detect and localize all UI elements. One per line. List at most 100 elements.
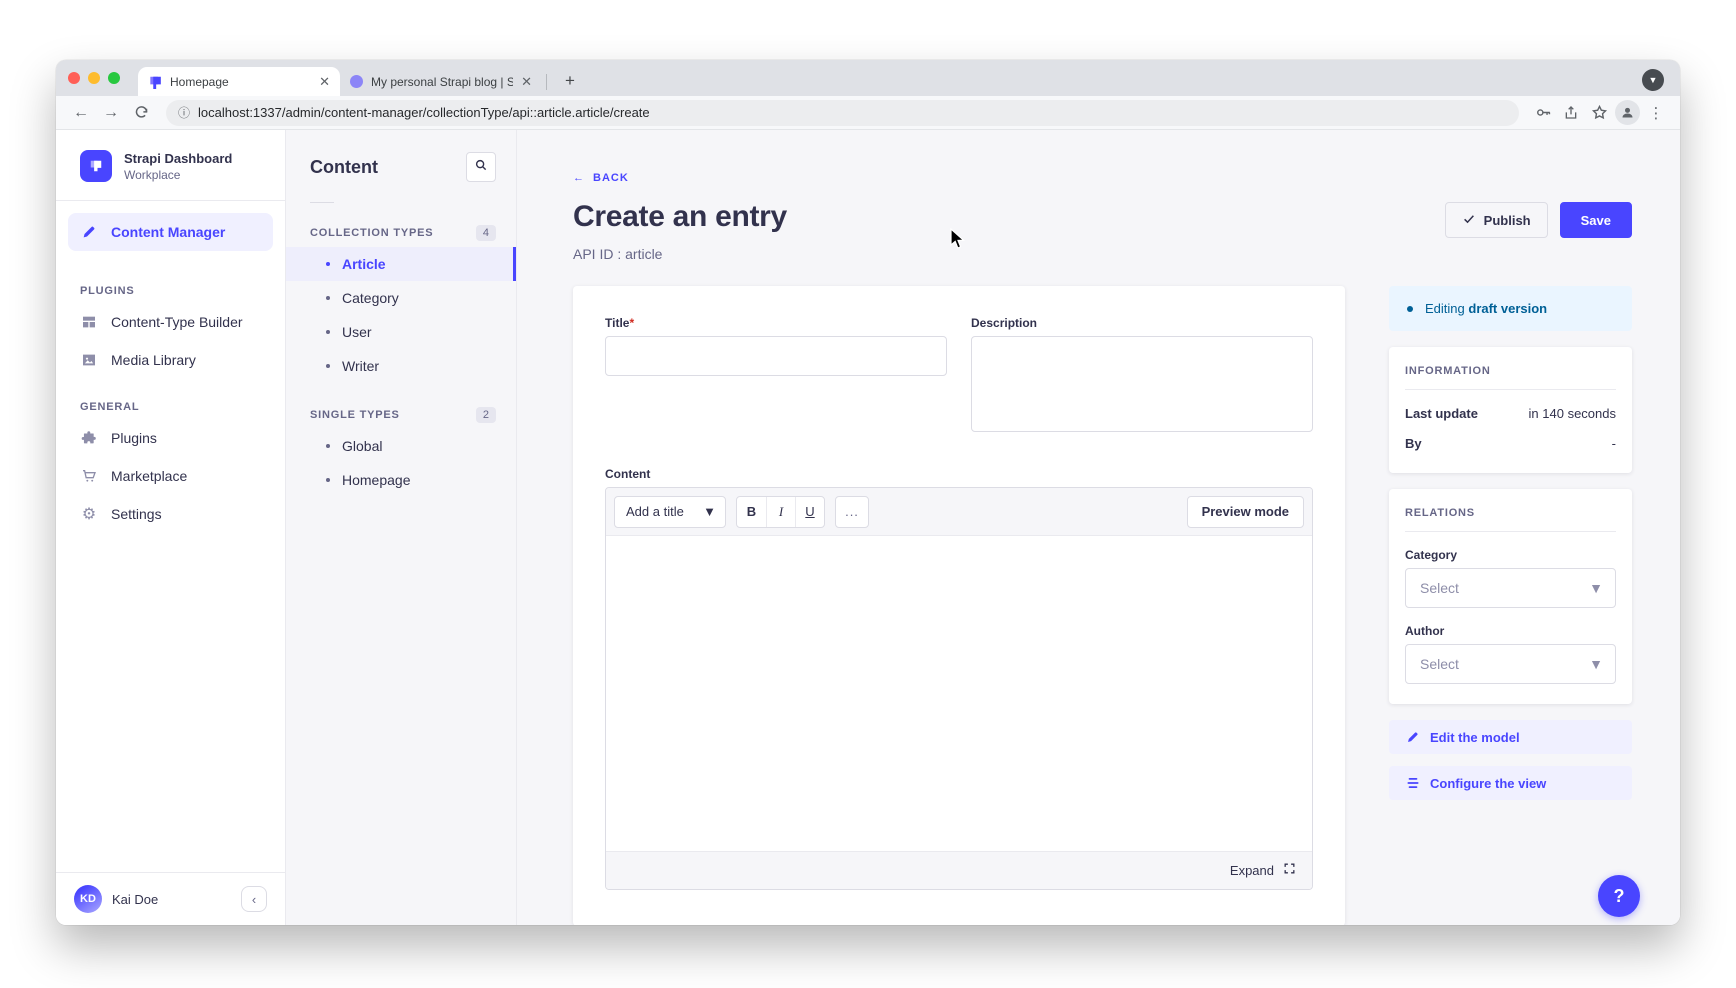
reload-icon[interactable] <box>128 100 154 126</box>
sidebar-item-label: Content-Type Builder <box>111 314 243 330</box>
subnav-item-user[interactable]: User <box>286 315 516 349</box>
save-button[interactable]: Save <box>1559 202 1632 238</box>
italic-button[interactable]: I <box>766 496 795 527</box>
bold-button[interactable]: B <box>746 504 757 519</box>
close-icon[interactable]: ✕ <box>319 74 330 89</box>
page-title: Create an entry <box>573 200 787 233</box>
subnav-title: Content <box>310 156 378 177</box>
tab-title: My personal Strapi blog | Strap <box>371 74 514 89</box>
preview-mode-button[interactable]: Preview mode <box>1186 495 1304 528</box>
user-avatar[interactable]: KD <box>74 885 102 913</box>
picture-icon <box>80 351 98 369</box>
sidebar-item-marketplace[interactable]: Marketplace <box>56 457 285 495</box>
sidebar-item-media-library[interactable]: Media Library <box>56 341 285 379</box>
expand-icon[interactable] <box>1283 862 1296 880</box>
subnav-item-label: Category <box>342 290 399 306</box>
heading-select[interactable]: Add a title ▼ <box>614 495 726 528</box>
puzzle-icon <box>80 429 98 447</box>
subnav-item-global[interactable]: Global <box>286 429 516 463</box>
bookmark-star-icon[interactable] <box>1587 101 1611 125</box>
site-info-icon[interactable]: ⓘ <box>178 106 191 120</box>
collection-types-count: 4 <box>475 225 496 241</box>
configure-the-view-button[interactable]: Configure the view <box>1389 766 1632 800</box>
zoom-window-button[interactable] <box>108 72 120 84</box>
sidebar-item-label: Content Manager <box>111 224 226 240</box>
required-asterisk: * <box>629 316 635 330</box>
profile-avatar-icon[interactable] <box>1615 100 1640 125</box>
sidebar-item-plugins[interactable]: Plugins <box>56 419 285 457</box>
share-icon[interactable] <box>1559 101 1583 125</box>
subnav-item-homepage[interactable]: Homepage <box>286 463 516 497</box>
new-tab-button[interactable]: + <box>565 71 575 90</box>
group-label-single-types: SINGLE TYPES <box>310 409 400 421</box>
traffic-lights <box>68 60 138 96</box>
sidebar-section-general: GENERAL <box>80 401 140 413</box>
editor-footer: Expand <box>606 851 1312 889</box>
description-textarea[interactable] <box>971 336 1313 432</box>
more-formatting-button[interactable]: ... <box>835 495 869 528</box>
browser-window: Homepage ✕ My personal Strapi blog | Str… <box>56 60 1680 925</box>
back-link[interactable]: ← BACK <box>573 172 629 184</box>
richtext-editor: Add a title ▼ B I U ... Prev <box>605 487 1313 890</box>
edit-the-model-button[interactable]: Edit the model <box>1389 720 1632 754</box>
content-label: Content <box>605 467 651 481</box>
by-value: - <box>1611 436 1616 451</box>
browser-menu-icon[interactable]: ⋮ <box>1648 104 1664 122</box>
editor-text-area[interactable] <box>606 536 1312 851</box>
password-key-icon[interactable] <box>1531 101 1555 125</box>
author-label: Author <box>1405 624 1445 638</box>
browser-tab-blog[interactable]: My personal Strapi blog | Strap ✕ <box>340 67 542 96</box>
divider <box>1405 389 1616 390</box>
forward-nav-icon[interactable]: → <box>103 103 119 121</box>
single-types-count: 2 <box>475 407 496 423</box>
information-card: INFORMATION Last update in 140 seconds B… <box>1389 347 1632 473</box>
information-heading: INFORMATION <box>1405 365 1491 377</box>
bullet-dot <box>326 296 330 300</box>
relations-card: RELATIONS Category Select ▼ Author <box>1389 489 1632 704</box>
category-label: Category <box>1405 548 1458 562</box>
tab-search-button[interactable]: ▼ <box>1642 69 1664 91</box>
help-button[interactable]: ? <box>1598 875 1640 917</box>
subnav-item-writer[interactable]: Writer <box>286 349 516 383</box>
address-bar[interactable]: ⓘ localhost:1337/admin/content-manager/c… <box>166 99 1519 126</box>
expand-button[interactable]: Expand <box>1229 863 1274 878</box>
main-sidebar: Strapi Dashboard Workplace Content Manag… <box>56 130 286 925</box>
strapi-logo <box>80 150 112 182</box>
title-label: Title* <box>605 316 635 330</box>
search-button[interactable] <box>466 152 496 182</box>
title-input[interactable] <box>605 336 947 376</box>
author-select[interactable]: Select ▼ <box>1405 644 1616 684</box>
subnav-item-label: Global <box>342 438 383 454</box>
close-window-button[interactable] <box>68 72 80 84</box>
back-nav-icon[interactable]: ← <box>73 103 89 121</box>
workspace-name: Strapi Dashboard <box>124 150 233 166</box>
entry-aside: Editing draft version INFORMATION Last u… <box>1389 286 1632 812</box>
layout-icon <box>80 313 98 331</box>
minimize-window-button[interactable] <box>88 72 100 84</box>
sidebar-user-row: KD Kai Doe ‹ <box>56 872 285 925</box>
sidebar-item-label: Media Library <box>111 352 196 368</box>
subnav-item-article[interactable]: Article <box>286 247 516 281</box>
category-select[interactable]: Select ▼ <box>1405 568 1616 608</box>
sidebar-item-content-type-builder[interactable]: Content-Type Builder <box>56 303 285 341</box>
sidebar-item-label: Marketplace <box>111 468 188 484</box>
sidebar-item-content-manager[interactable]: Content Manager <box>68 213 273 251</box>
close-icon[interactable]: ✕ <box>521 74 532 89</box>
subnav-item-category[interactable]: Category <box>286 281 516 315</box>
sidebar-item-label: Plugins <box>111 430 157 446</box>
workspace-brand[interactable]: Strapi Dashboard Workplace <box>56 130 285 200</box>
tab-strip: Homepage ✕ My personal Strapi blog | Str… <box>56 60 1680 96</box>
sidebar-item-label: Settings <box>111 506 162 522</box>
workspace-subtitle: Workplace <box>124 167 181 182</box>
sidebar-item-settings[interactable]: ⚙ Settings <box>56 495 285 533</box>
browser-tab-homepage[interactable]: Homepage ✕ <box>138 67 340 96</box>
collapse-sidebar-button[interactable]: ‹ <box>241 886 267 912</box>
underline-button[interactable]: U <box>795 496 824 527</box>
publish-button[interactable]: Publish <box>1444 202 1548 238</box>
draft-version-banner: Editing draft version <box>1389 286 1632 331</box>
url-text: localhost:1337/admin/content-manager/col… <box>198 105 650 120</box>
entry-form-card: Title* Description Content <box>573 286 1345 925</box>
divider <box>56 200 285 201</box>
tab-title: Homepage <box>170 74 229 89</box>
subnav-item-label: Article <box>342 256 386 272</box>
